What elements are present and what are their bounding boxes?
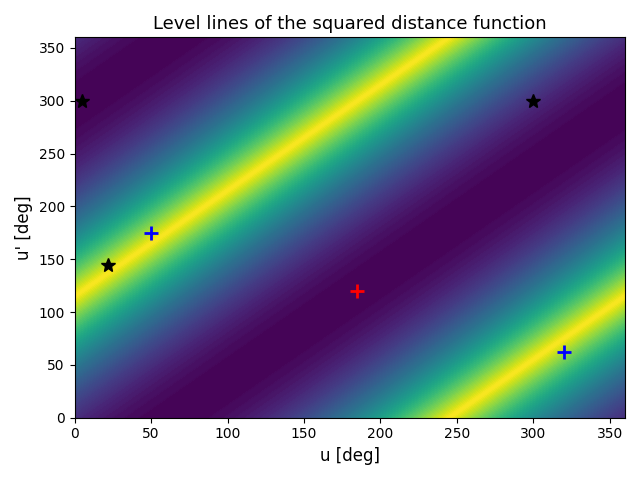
Title: Level lines of the squared distance function: Level lines of the squared distance func… — [153, 15, 547, 33]
X-axis label: u [deg]: u [deg] — [320, 447, 380, 465]
Y-axis label: u' [deg]: u' [deg] — [15, 195, 33, 260]
